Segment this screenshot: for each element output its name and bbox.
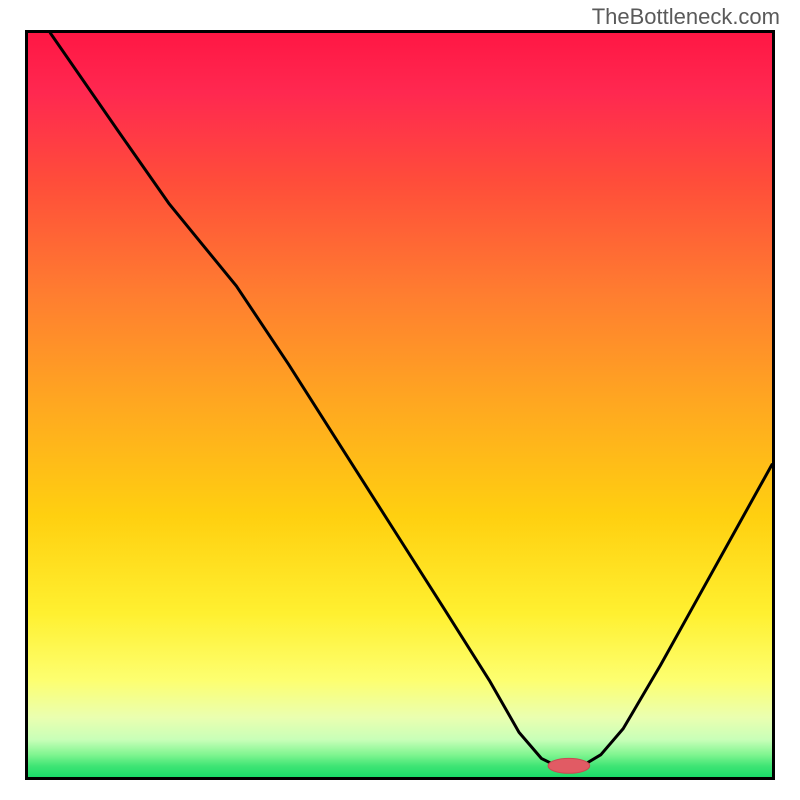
watermark-text: TheBottleneck.com: [592, 4, 780, 30]
chart-container: TheBottleneck.com: [0, 0, 800, 800]
curve-path: [50, 33, 772, 766]
bottleneck-curve: [28, 33, 772, 777]
optimal-marker: [548, 758, 590, 773]
plot-area: [25, 30, 775, 780]
